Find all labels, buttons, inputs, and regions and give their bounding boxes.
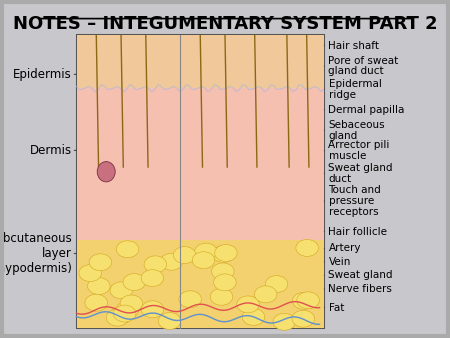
Circle shape	[195, 243, 217, 260]
Circle shape	[144, 256, 166, 273]
Circle shape	[254, 286, 277, 303]
Circle shape	[214, 274, 236, 291]
Ellipse shape	[97, 162, 115, 182]
Circle shape	[141, 270, 164, 287]
Text: Sweat gland
duct: Sweat gland duct	[328, 163, 393, 184]
Circle shape	[242, 309, 265, 325]
Circle shape	[123, 274, 145, 291]
Text: Hair follicle: Hair follicle	[328, 226, 387, 237]
Circle shape	[106, 309, 129, 326]
Circle shape	[110, 282, 133, 299]
Circle shape	[120, 295, 143, 312]
Circle shape	[179, 291, 202, 308]
Circle shape	[273, 313, 296, 330]
Circle shape	[237, 296, 259, 313]
Circle shape	[292, 310, 315, 327]
Bar	[76, 35, 324, 328]
Circle shape	[210, 288, 233, 305]
Circle shape	[292, 292, 315, 309]
Circle shape	[110, 307, 133, 323]
Circle shape	[192, 252, 215, 269]
Text: Nerve fibers: Nerve fibers	[328, 284, 392, 294]
Circle shape	[89, 254, 112, 271]
Text: Fat: Fat	[328, 303, 344, 313]
Text: Dermis: Dermis	[30, 144, 72, 157]
Text: Dermal papilla: Dermal papilla	[328, 105, 405, 115]
Circle shape	[296, 240, 318, 257]
Text: Arrector pili
muscle: Arrector pili muscle	[328, 140, 390, 161]
Circle shape	[215, 244, 237, 261]
Circle shape	[113, 305, 136, 322]
Bar	[76, 88, 324, 240]
Circle shape	[212, 263, 234, 280]
Circle shape	[141, 301, 164, 318]
Text: Artery: Artery	[328, 243, 361, 254]
Text: NOTES – INTEGUMENTARY SYSTEM PART 2: NOTES – INTEGUMENTARY SYSTEM PART 2	[13, 15, 437, 33]
Text: Vein: Vein	[328, 257, 351, 267]
Bar	[76, 240, 324, 328]
Bar	[76, 35, 324, 88]
Circle shape	[88, 277, 110, 294]
Circle shape	[212, 245, 235, 262]
Circle shape	[160, 253, 183, 270]
Text: Hair shaft: Hair shaft	[328, 41, 379, 51]
Circle shape	[266, 276, 288, 293]
Circle shape	[297, 292, 320, 309]
Text: Sweat gland: Sweat gland	[328, 270, 393, 281]
Circle shape	[158, 313, 181, 330]
Circle shape	[85, 294, 108, 311]
Text: Subcutaneous
layer
(hypodermis): Subcutaneous layer (hypodermis)	[0, 232, 72, 275]
Text: Sebaceous
gland: Sebaceous gland	[328, 120, 385, 141]
Circle shape	[79, 265, 101, 282]
Circle shape	[173, 247, 196, 264]
Text: Touch and
pressure
receptors: Touch and pressure receptors	[328, 185, 381, 217]
Text: Epidermis: Epidermis	[13, 68, 72, 81]
Text: Pore of sweat
gland duct: Pore of sweat gland duct	[328, 55, 399, 76]
Text: Epidermal
ridge: Epidermal ridge	[328, 79, 382, 100]
Circle shape	[117, 241, 139, 258]
Circle shape	[116, 302, 139, 319]
